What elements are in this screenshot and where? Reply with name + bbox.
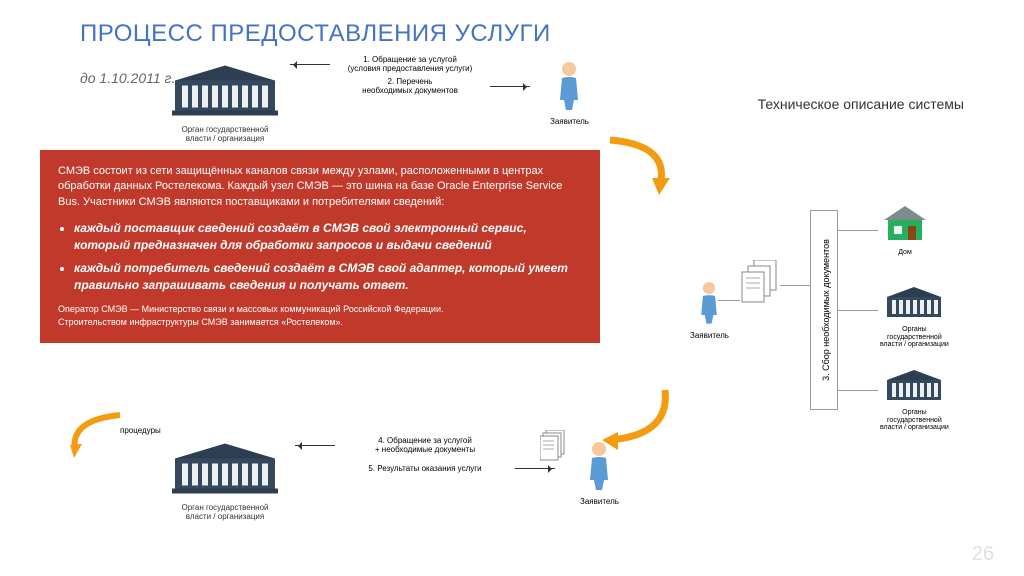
arrow2-text: 2. Перечень необходимых документов: [330, 77, 490, 95]
arrow-left-icon: [290, 64, 330, 65]
arrow-left-icon: [295, 445, 335, 446]
bottom-arrows: 4. Обращение за услугой + необходимые до…: [295, 436, 555, 477]
applicant-label-bottom: Заявитель: [580, 497, 619, 506]
arrow1-text: 1. Обращение за услугой (условия предост…: [330, 55, 490, 73]
curve-in-arrow-icon: [60, 410, 140, 460]
arrow-right-icon: [490, 86, 530, 87]
connector-line: [780, 285, 810, 286]
gov-building-icon: Орган государственной власти / организац…: [170, 58, 280, 143]
info-red-box: СМЭВ состоит из сети защищённых каналов …: [40, 150, 600, 343]
arrow5-text: 5. Результаты оказания услуги: [335, 464, 515, 473]
connector-line: [838, 310, 878, 311]
bullet-1: каждый поставщик сведений создаёт в СМЭВ…: [74, 220, 582, 254]
applicant-label: Заявитель: [550, 117, 589, 126]
red-intro: СМЭВ состоит из сети защищённых каналов …: [58, 164, 582, 210]
right-diagram: Заявитель 3. Сбор необходимых документов: [630, 150, 1000, 470]
applicant-icon-right: Заявитель: [690, 280, 729, 340]
subtitle: до 1.10.2011 г.: [80, 70, 175, 86]
org-label-2: Органы государственной власти / организа…: [880, 409, 949, 432]
connector-line: [838, 390, 878, 391]
top-diagram: Орган государственной власти / организац…: [170, 50, 670, 140]
red-footer: Оператор СМЭВ — Министерство связи и мас…: [58, 303, 582, 328]
org-node-1: Органы государственной власти / организа…: [880, 285, 949, 349]
org-label-1: Органы государственной власти / организа…: [880, 326, 949, 349]
slide: ПРОЦЕСС ПРЕДОСТАВЛЕНИЯ УСЛУГИ до 1.10.20…: [0, 0, 1024, 576]
tech-description-label: Техническое описание системы: [758, 96, 964, 112]
documents-icon: [540, 430, 568, 469]
applicant-label-right: Заявитель: [690, 331, 729, 340]
curve-arrow-bottom-icon: [600, 380, 690, 460]
curve-arrow-top-icon: [600, 130, 690, 200]
connector-line: [838, 230, 878, 231]
house-node: Дом: [880, 204, 930, 257]
red-bullets: каждый поставщик сведений создаёт в СМЭВ…: [74, 220, 582, 293]
arrow4-text: 4. Обращение за услугой + необходимые до…: [335, 436, 515, 454]
page-number: 26: [972, 543, 994, 566]
bullet-2: каждый потребитель сведений создаёт в СМ…: [74, 260, 582, 294]
gov-building-icon-bottom: Орган государственной власти / организац…: [170, 436, 280, 521]
connector-line: [718, 300, 740, 301]
top-arrows: 1. Обращение за услугой (условия предост…: [290, 55, 530, 99]
org-node-2: Органы государственной власти / организа…: [880, 368, 949, 432]
vert-box-label: 3. Сбор необходимых документов: [821, 220, 831, 400]
page-title: ПРОЦЕСС ПРЕДОСТАВЛЕНИЯ УСЛУГИ: [80, 20, 984, 48]
building-label-bottom: Орган государственной власти / организац…: [170, 503, 280, 521]
documents-icon-right: [740, 260, 780, 313]
document-collection-box: 3. Сбор необходимых документов: [810, 210, 838, 410]
building-label: Орган государственной власти / организац…: [170, 125, 280, 143]
applicant-icon-top: Заявитель: [550, 60, 589, 126]
house-label: Дом: [880, 249, 930, 257]
bottom-diagram: процедуры Орган государственной власти /…: [100, 430, 660, 530]
